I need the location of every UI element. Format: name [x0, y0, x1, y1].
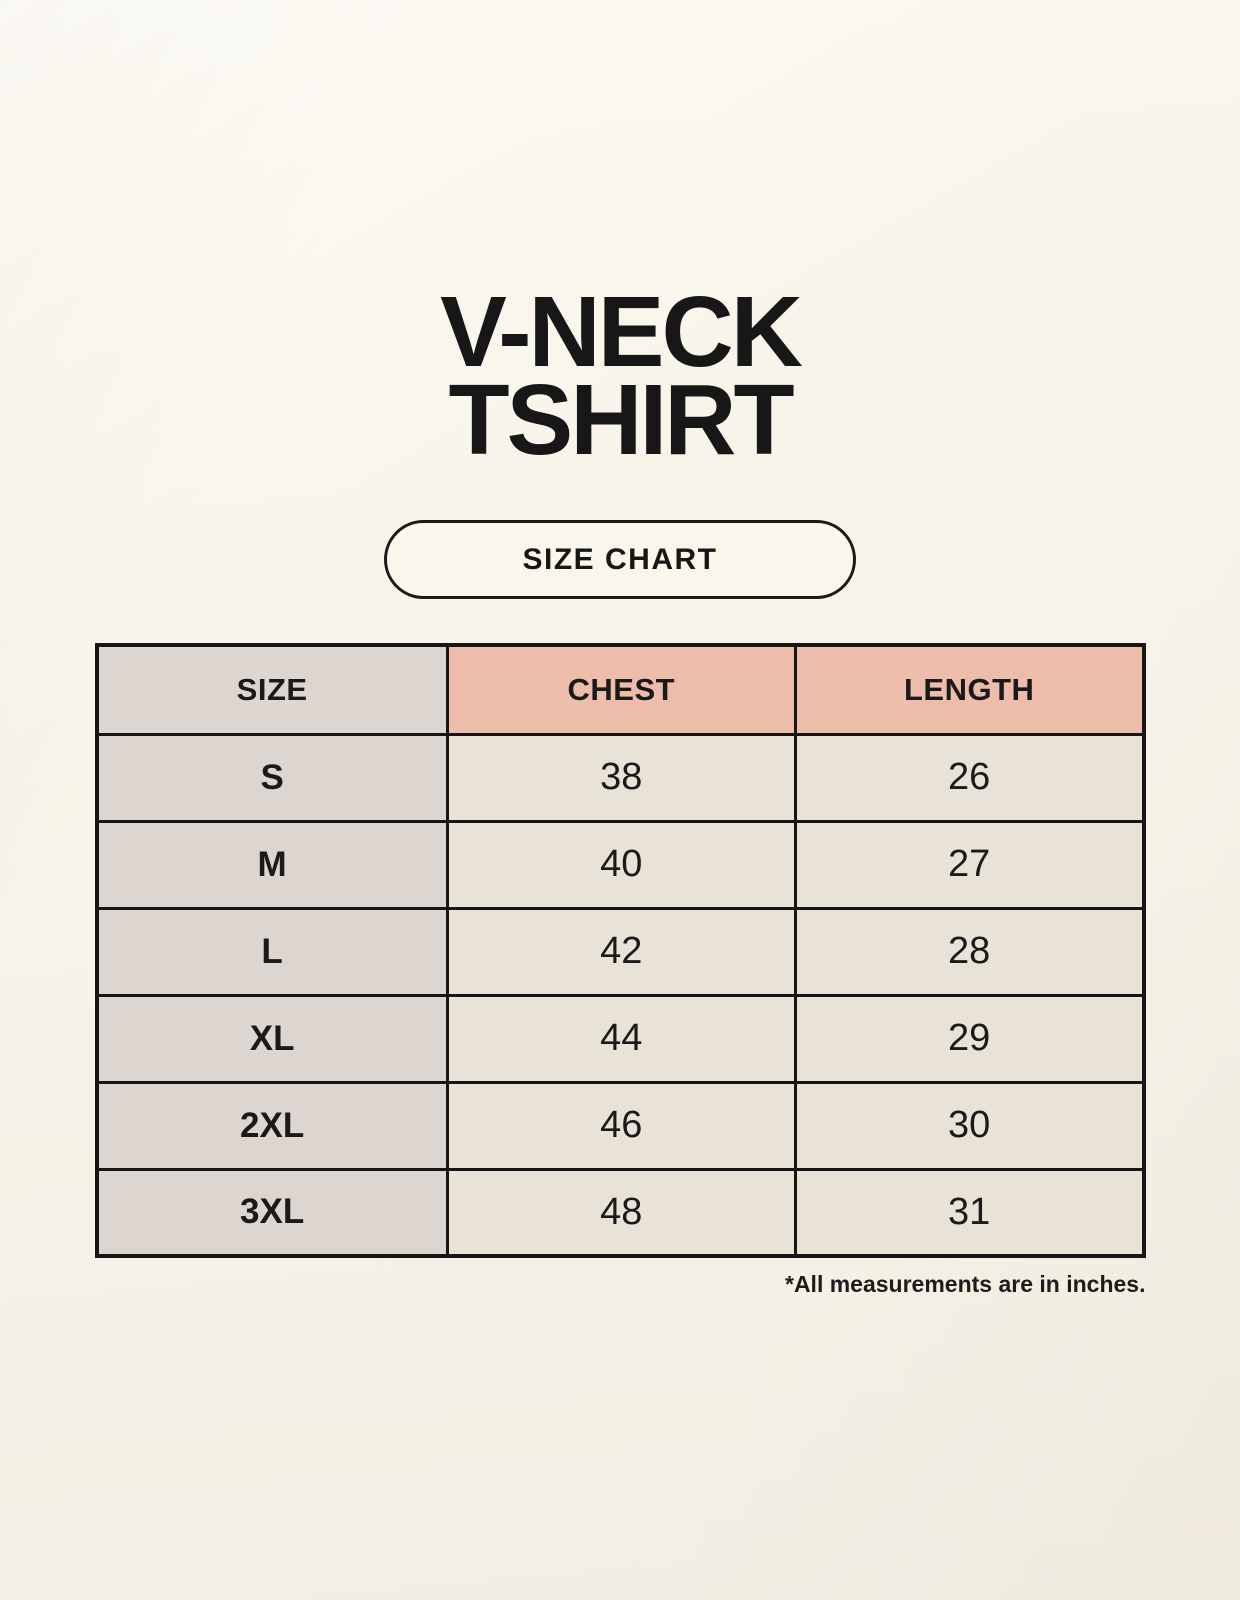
chest-cell: 40 [445, 819, 797, 910]
length-cell: 31 [793, 1167, 1146, 1258]
table-row: M 40 27 [95, 819, 1146, 910]
length-cell: 27 [793, 819, 1146, 910]
page-title-line-2: TSHIRT [448, 364, 794, 476]
table-row: L 42 28 [95, 906, 1146, 997]
size-chart-button-label: SIZE CHART [522, 542, 718, 576]
page-title: V-NECK TSHIRT [95, 276, 1146, 476]
page-title-line-1: V-NECK [440, 276, 803, 388]
header-size: SIZE [95, 643, 449, 736]
length-cell: 30 [793, 1080, 1146, 1171]
length-cell: 29 [793, 993, 1146, 1084]
table-row: 2XL 46 30 [95, 1080, 1146, 1171]
table-header-row: SIZE CHEST LENGTH [95, 643, 1146, 736]
header-chest: CHEST [445, 643, 797, 736]
size-cell: 2XL [95, 1080, 449, 1171]
chest-cell: 46 [445, 1080, 797, 1171]
size-chart-table: SIZE CHEST LENGTH S 38 26 M 40 27 L [94, 643, 1146, 1258]
table-row: 3XL 48 31 [95, 1167, 1146, 1258]
size-chart-button[interactable]: SIZE CHART [384, 520, 856, 599]
measurement-note: *All measurements are in inches. [785, 1271, 1146, 1297]
size-cell: 3XL [95, 1167, 449, 1258]
length-cell: 26 [793, 732, 1146, 823]
table-row: XL 44 29 [95, 993, 1146, 1084]
table-row: S 38 26 [95, 732, 1146, 823]
size-cell: L [95, 906, 449, 997]
header-length: LENGTH [793, 643, 1146, 736]
chest-cell: 38 [445, 732, 797, 823]
chest-cell: 48 [445, 1167, 797, 1258]
size-cell: S [95, 732, 449, 823]
size-cell: M [95, 819, 449, 910]
chest-cell: 42 [445, 906, 797, 997]
chest-cell: 44 [445, 993, 797, 1084]
size-cell: XL [95, 993, 449, 1084]
content-container: V-NECK TSHIRT SIZE CHART SIZE CHEST LENG… [94, 276, 1146, 1298]
length-cell: 28 [793, 906, 1146, 997]
